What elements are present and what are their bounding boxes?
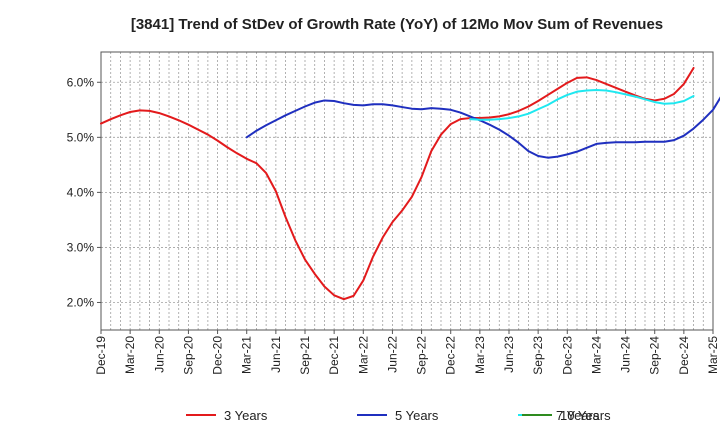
y-tick-label: 2.0%: [67, 295, 95, 309]
legend-label-7-years: 7 Years: [556, 408, 600, 423]
x-tick-label: Dec-20: [211, 336, 225, 375]
grid: [101, 52, 713, 330]
legend-label-3-years: 3 Years: [224, 408, 268, 423]
x-tick-label: Sep-24: [648, 336, 662, 375]
y-tick-label: 4.0%: [67, 185, 95, 199]
series-line-7-years: [469, 88, 695, 121]
x-tick-label: Sep-21: [298, 336, 312, 375]
chart-title: [3841] Trend of StDev of Growth Rate (Yo…: [131, 16, 663, 33]
x-tick-label: Jun-20: [152, 336, 166, 373]
x-tick-label: Mar-24: [589, 336, 603, 374]
legend-label-10-years: 10 Years: [560, 408, 611, 423]
x-tick-label: Sep-20: [181, 336, 195, 375]
y-tick-label: 5.0%: [67, 130, 95, 144]
y-tick-label: 6.0%: [67, 75, 95, 89]
y-tick-label: 3.0%: [67, 240, 95, 254]
x-tick-label: Dec-21: [327, 336, 341, 375]
x-tick-label: Mar-22: [356, 336, 370, 374]
y-axis: 2.0% 3.0% 4.0% 5.0% 6.0%: [67, 75, 101, 309]
series-line-3-years: [100, 66, 695, 301]
x-tick-label: Mar-25: [706, 336, 720, 374]
series-line-5-years: [245, 96, 720, 159]
x-tick-label: Dec-22: [444, 336, 458, 375]
x-tick-label: Mar-21: [240, 336, 254, 374]
x-tick-label: Dec-23: [560, 336, 574, 375]
x-tick-label: Sep-23: [531, 336, 545, 375]
x-tick-label: Jun-21: [269, 336, 283, 373]
x-tick-label: Mar-20: [123, 336, 137, 374]
x-tick-label: Jun-22: [385, 336, 399, 373]
x-tick-label: Dec-24: [677, 336, 691, 375]
x-tick-label: Mar-23: [473, 336, 487, 374]
x-tick-label: Sep-22: [415, 336, 429, 375]
x-tick-label: Jun-23: [502, 336, 516, 373]
x-tick-label: Dec-19: [94, 336, 108, 375]
series-layer: [100, 66, 720, 301]
x-tick-label: Jun-24: [619, 336, 633, 373]
x-axis: Dec-19 Mar-20 Jun-20 Sep-20 Dec-20 Mar-21 Jun-…: [94, 330, 720, 375]
legend-label-5-years: 5 Years: [395, 408, 439, 423]
plot-area: [100, 51, 714, 331]
